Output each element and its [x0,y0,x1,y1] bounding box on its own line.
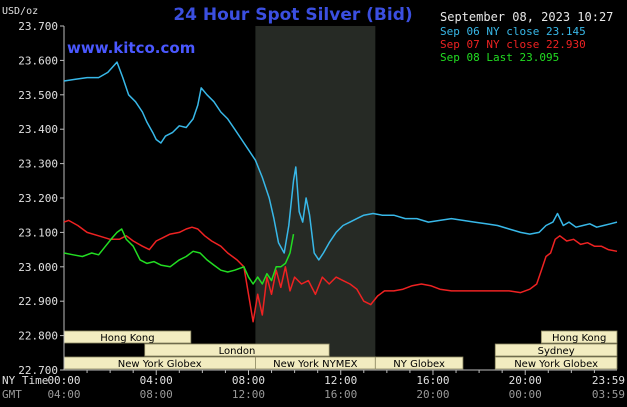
session-label: New York Globex [514,359,598,370]
session-label: Hong Kong [552,333,606,344]
session-bar [144,343,330,357]
session-label: New York Globex [118,359,202,370]
axes: 22.700 22.800 22.900 23.000 23.100 23.200 23.3… [18,20,625,401]
session-bar [540,330,618,344]
x-tick-label-ny: 04:00 [140,374,173,387]
nymex-session-highlight [255,26,376,370]
chart-title: 24 Hour Spot Silver (Bid) [173,5,412,25]
x-tick-label-gmt: 20:00 [416,388,449,401]
session-bar [494,356,618,370]
y-tick-label: 23.200 [18,192,58,205]
x-tick-label-ny: 20:00 [509,374,542,387]
x-tick-label-gmt: 03:59 [592,388,625,401]
kitco-brand-link[interactable]: www.kitco.com [67,39,195,57]
x-tick-label-ny: 08:00 [232,374,265,387]
y-tick-label: 23.400 [18,123,58,136]
x-tick-label-gmt: 12:00 [232,388,265,401]
chart-date: September 08, 2023 10:27 [440,10,613,24]
x-axis-ny-label: NY Time [2,374,48,387]
legend-item-sep07: Sep 07 NY close 22.930 [440,38,586,51]
price-series [63,61,618,323]
x-tick-label-gmt: 00:00 [509,388,542,401]
chart-legend: Sep 06 NY close 23.145 Sep 07 NY close 2… [440,25,586,64]
series-line-1 [63,219,618,323]
session-label: London [219,346,256,357]
series-line-0 [63,61,618,261]
session-label: Hong Kong [100,333,154,344]
legend-item-sep06: Sep 06 NY close 23.145 [440,25,586,38]
x-tick-label-ny: 12:00 [324,374,357,387]
x-axis-gmt-label: GMT [2,388,22,401]
session-label: Sydney [538,346,575,357]
x-tick-label-ny: 16:00 [416,374,449,387]
session-bar [494,343,618,357]
x-tick-label-gmt: 04:00 [47,388,80,401]
y-tick-label: 23.500 [18,89,58,102]
y-tick-label: 23.300 [18,158,58,171]
x-tick-label-ny: 23:59 [592,374,625,387]
trading-sessions: Hong Kong Hong Kong London Sydney New York G… [63,330,618,370]
y-tick-label: 22.700 [18,364,58,377]
y-tick-label: 23.600 [18,54,58,67]
session-label: New York NYMEX [273,359,358,370]
y-tick-label: 23.000 [18,261,58,274]
y-axis-unit: USD/oz [2,6,38,17]
y-tick-label: 22.900 [18,295,58,308]
session-label: NY Globex [393,359,445,370]
x-tick-label-ny: 00:00 [47,374,80,387]
y-tick-label: 23.700 [18,20,58,33]
x-tick-label-gmt: 08:00 [140,388,173,401]
x-tick-label-gmt: 16:00 [324,388,357,401]
legend-item-sep08: Sep 08 Last 23.095 [440,51,559,64]
session-bar [374,356,464,370]
series-line-2 [63,228,295,285]
y-tick-label: 22.800 [18,330,58,343]
y-tick-label: 23.100 [18,226,58,239]
